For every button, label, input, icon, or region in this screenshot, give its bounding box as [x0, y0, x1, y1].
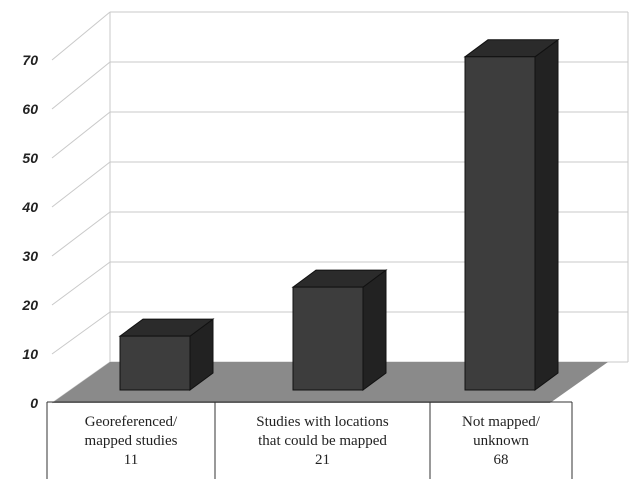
y-tick-label: 30 — [22, 248, 38, 264]
category-value: 68 — [494, 452, 509, 468]
category-label: mapped studies — [85, 433, 178, 449]
y-tick-label: 20 — [21, 297, 38, 313]
gridline-side — [51, 111, 111, 159]
y-tick-label: 70 — [22, 52, 38, 68]
y-tick-label: 10 — [22, 346, 38, 362]
gridline-side — [51, 11, 111, 61]
category-label: Studies with locations — [256, 414, 389, 430]
gridline-side — [51, 261, 111, 306]
bar — [119, 335, 191, 391]
y-tick-label: 60 — [22, 101, 38, 117]
bar — [292, 286, 364, 391]
category-value: 11 — [124, 452, 138, 468]
category-label: that could be mapped — [258, 433, 387, 449]
category-label: unknown — [473, 433, 529, 449]
gridline-side — [51, 161, 111, 208]
bar — [464, 56, 536, 391]
category-label: Not mapped/ — [462, 414, 541, 430]
y-tick-label: 40 — [21, 199, 38, 215]
y-tick-label: 0 — [30, 395, 38, 411]
bar-side — [362, 269, 387, 391]
category-value: 21 — [315, 452, 330, 468]
gridline-side — [51, 311, 111, 355]
gridline-side — [51, 211, 111, 257]
gridline-side — [51, 61, 111, 110]
y-axis-ticks: 0 10 20 30 40 50 60 70 — [21, 52, 38, 411]
bars — [118, 38, 560, 391]
bar-side — [534, 38, 559, 391]
y-tick-label: 50 — [22, 150, 38, 166]
category-label: Georeferenced/ — [85, 414, 178, 430]
category-table: Georeferenced/mapped studies 11 Studies wi… — [46, 401, 573, 479]
